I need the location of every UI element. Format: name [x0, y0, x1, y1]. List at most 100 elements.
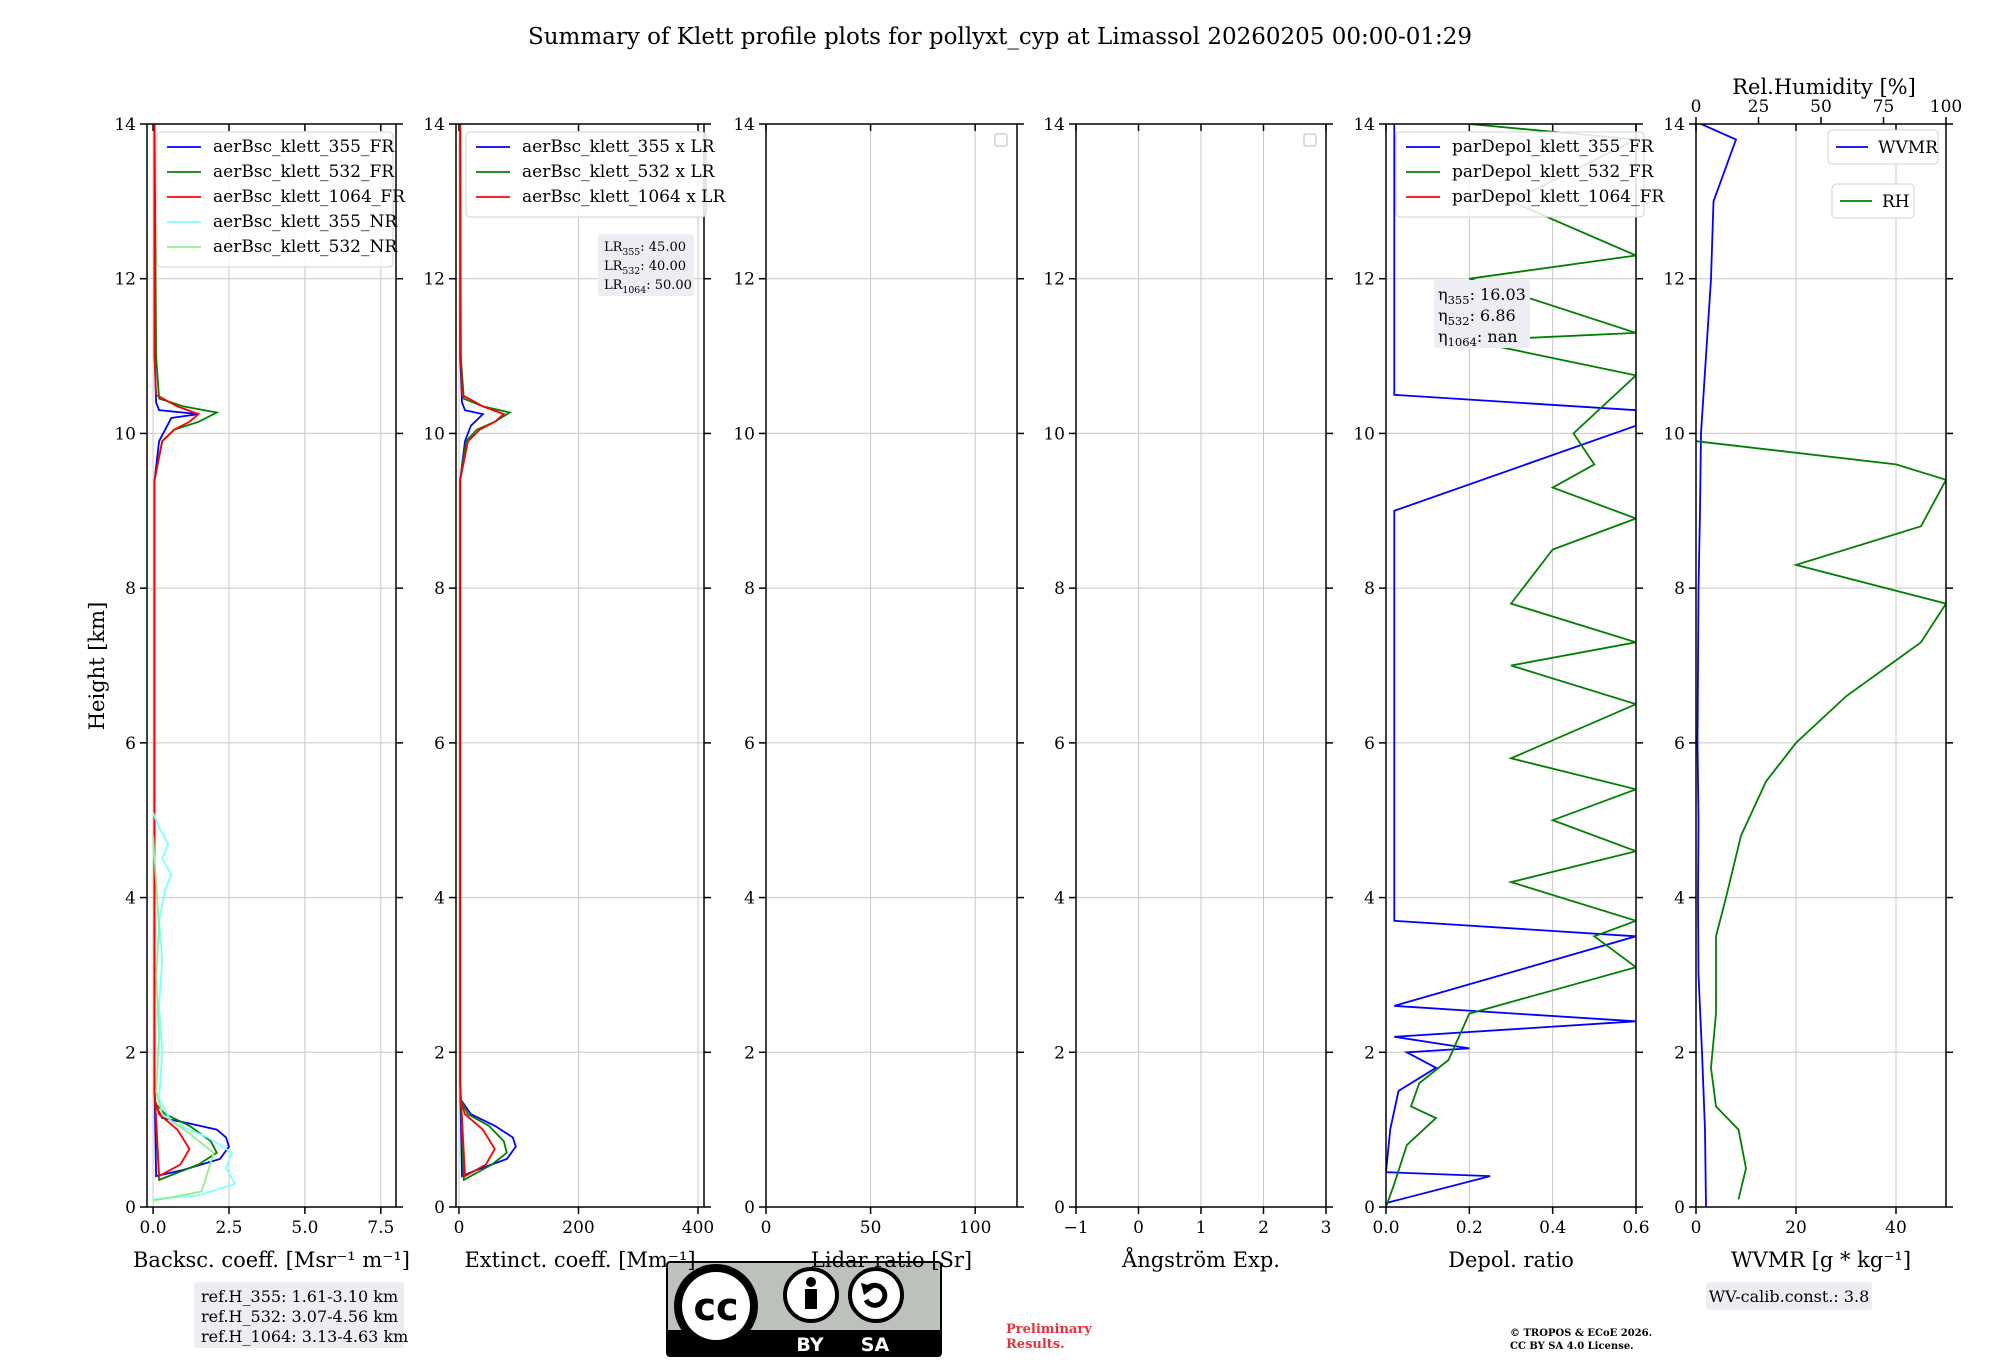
sa-label: SA	[861, 1334, 890, 1356]
wv-calibration-constant: WV-calib.const.: 3.8	[1709, 1287, 1870, 1306]
ref-h-532: ref.H_532: 3.07-4.56 km	[201, 1307, 398, 1326]
x-tick-label: 0.2	[1456, 1218, 1483, 1238]
y-tick-label: 10	[733, 424, 755, 444]
legend-entry: aerBsc_klett_1064_FR	[213, 187, 406, 207]
x-tick-label: 0	[761, 1218, 772, 1238]
lidar-ratio-box	[598, 234, 694, 296]
reference-height-box: ref.H_355: 1.61-3.10 km ref.H_532: 3.07-…	[194, 1282, 408, 1348]
cc-logo-text: cc	[693, 1285, 738, 1329]
x-tick-label: 0	[454, 1218, 465, 1238]
series-aerBsc_klett_532_NR	[152, 835, 215, 1202]
by-label: BY	[796, 1334, 823, 1356]
plot-frame	[1385, 123, 1637, 1208]
y-tick-label: 4	[744, 889, 755, 909]
eta-value: η1064: nan	[1438, 327, 1518, 349]
panel-wv: 0 2 4 6 8 10 12 14 0 20 40 WVMR [g * kg⁻¹] 0 25 50 75 10…	[1663, 75, 1962, 1272]
y-tick-label: 0	[1364, 1198, 1375, 1218]
y-tick-label: 6	[434, 734, 445, 754]
x-tick-label: 0.6	[1622, 1218, 1649, 1238]
y-tick-label: 8	[434, 579, 445, 599]
series-RH	[1696, 440, 1946, 1200]
wvmr-legend-box	[1827, 129, 1939, 165]
legend-entry: aerBsc_klett_532_FR	[213, 162, 395, 182]
y-tick-label: 6	[744, 734, 755, 754]
y-tick-label: 12	[733, 270, 755, 290]
series-parDepol_klett_355_FR	[1386, 124, 1636, 1204]
ref-h-1064: ref.H_1064: 3.13-4.63 km	[201, 1327, 408, 1346]
x-tick-label: 200	[562, 1218, 594, 1238]
x-tick-label: 400	[682, 1218, 714, 1238]
y-tick-label: 8	[1054, 579, 1065, 599]
y-tick-label: 4	[1054, 889, 1065, 909]
y-tick-label: 2	[1674, 1043, 1685, 1063]
wv-calibration-box: WV-calib.const.: 3.8	[1706, 1282, 1872, 1310]
x-tick-label: 0.0	[140, 1218, 167, 1238]
series-aerBsc_klett_355_NR	[152, 812, 237, 1201]
legend-entry: aerBsc_klett_355_FR	[213, 137, 395, 157]
x-axis-label: WVMR [g * kg⁻¹]	[1731, 1248, 1911, 1272]
legend-entry: aerBsc_klett_1064 x LR	[522, 187, 726, 207]
x-tick-label: 0	[1133, 1218, 1144, 1238]
y-tick-label: 0	[744, 1198, 755, 1218]
x-tick-label: 2.5	[215, 1218, 242, 1238]
y-tick-label: 12	[423, 270, 445, 290]
plot-frame	[146, 123, 397, 1208]
y-tick-label: 10	[423, 424, 445, 444]
y-tick-label: 12	[1043, 270, 1065, 290]
results-label: Results.	[1006, 1337, 1065, 1352]
y-tick-label: 14	[1353, 115, 1375, 135]
legend-entry: aerBsc_klett_355 x LR	[522, 137, 716, 157]
lidar-ratio-value: LR1064: 50.00	[604, 278, 692, 296]
x-tick-label: 2	[1258, 1218, 1269, 1238]
x-axis-label: Depol. ratio	[1448, 1248, 1574, 1272]
y-tick-label: 12	[1353, 270, 1375, 290]
x-tick-label: 3	[1321, 1218, 1332, 1238]
legend-entry: aerBsc_klett_355_NR	[213, 212, 398, 232]
y-tick-label: 10	[1043, 424, 1065, 444]
y-tick-label: 6	[1054, 734, 1065, 754]
top-axis-label: Rel.Humidity [%]	[1732, 75, 1916, 99]
panel-dep: 0 2 4 6 8 10 12 14 0.0 0.2 0.4 0.6 Depol. ratio parDe…	[1353, 115, 1665, 1272]
legend-entry: parDepol_klett_1064_FR	[1452, 187, 1665, 207]
x-tick-label: 0.0	[1372, 1218, 1399, 1238]
x-tick-label: 40	[1885, 1218, 1907, 1238]
y-tick-label: 2	[434, 1043, 445, 1063]
y-tick-label: 2	[1054, 1043, 1065, 1063]
x-axis-label: Extinct. coeff. [Mm⁻¹]	[464, 1248, 695, 1272]
eta-value: η355: 16.03	[1438, 285, 1526, 307]
series-aerBsc_klett_355_FR	[153, 124, 230, 1178]
lidar-ratio-value: LR355: 45.00	[604, 240, 686, 258]
rh-legend-label: RH	[1882, 192, 1910, 212]
x-tick-label: 0.4	[1539, 1218, 1566, 1238]
y-tick-label: 2	[1364, 1043, 1375, 1063]
y-tick-label: 0	[1674, 1198, 1685, 1218]
plot-frame	[455, 123, 705, 1208]
y-tick-label: 14	[1663, 115, 1685, 135]
series-aerBsc_klett_532 x LR	[459, 124, 513, 1182]
x-axis-label: Ångström Exp.	[1121, 1247, 1280, 1272]
y-tick-label: 0	[125, 1198, 136, 1218]
legend-box	[465, 131, 707, 218]
y-tick-label: 14	[1043, 115, 1065, 135]
x-tick-label: 1	[1196, 1218, 1207, 1238]
y-tick-label: 12	[1663, 270, 1685, 290]
series-aerBsc_klett_1064_FR	[153, 124, 201, 1178]
copyright-line-2: CC BY SA 4.0 License.	[1510, 1341, 1634, 1352]
x-axis-label: Backsc. coeff. [Msr⁻¹ m⁻¹]	[133, 1248, 410, 1272]
wvmr-legend-label: WVMR	[1878, 138, 1939, 158]
series-aerBsc_klett_1064 x LR	[459, 124, 506, 1178]
height-axis-label: Height [km]	[85, 602, 109, 731]
y-tick-label: 10	[1663, 424, 1685, 444]
x-tick-label: 20	[1785, 1218, 1807, 1238]
preliminary-label: Preliminary	[1006, 1322, 1092, 1337]
y-tick-label: 12	[114, 270, 136, 290]
empty-legend-box	[994, 133, 1008, 147]
y-tick-label: 6	[125, 734, 136, 754]
plot-frame	[1695, 123, 1947, 1208]
sa-share-icon	[848, 1267, 904, 1323]
legend-entry: parDepol_klett_532_FR	[1452, 162, 1655, 182]
top-x-tick-label: 75	[1873, 97, 1895, 117]
x-tick-label: 100	[959, 1218, 991, 1238]
y-tick-label: 0	[434, 1198, 445, 1218]
y-tick-label: 4	[125, 889, 136, 909]
